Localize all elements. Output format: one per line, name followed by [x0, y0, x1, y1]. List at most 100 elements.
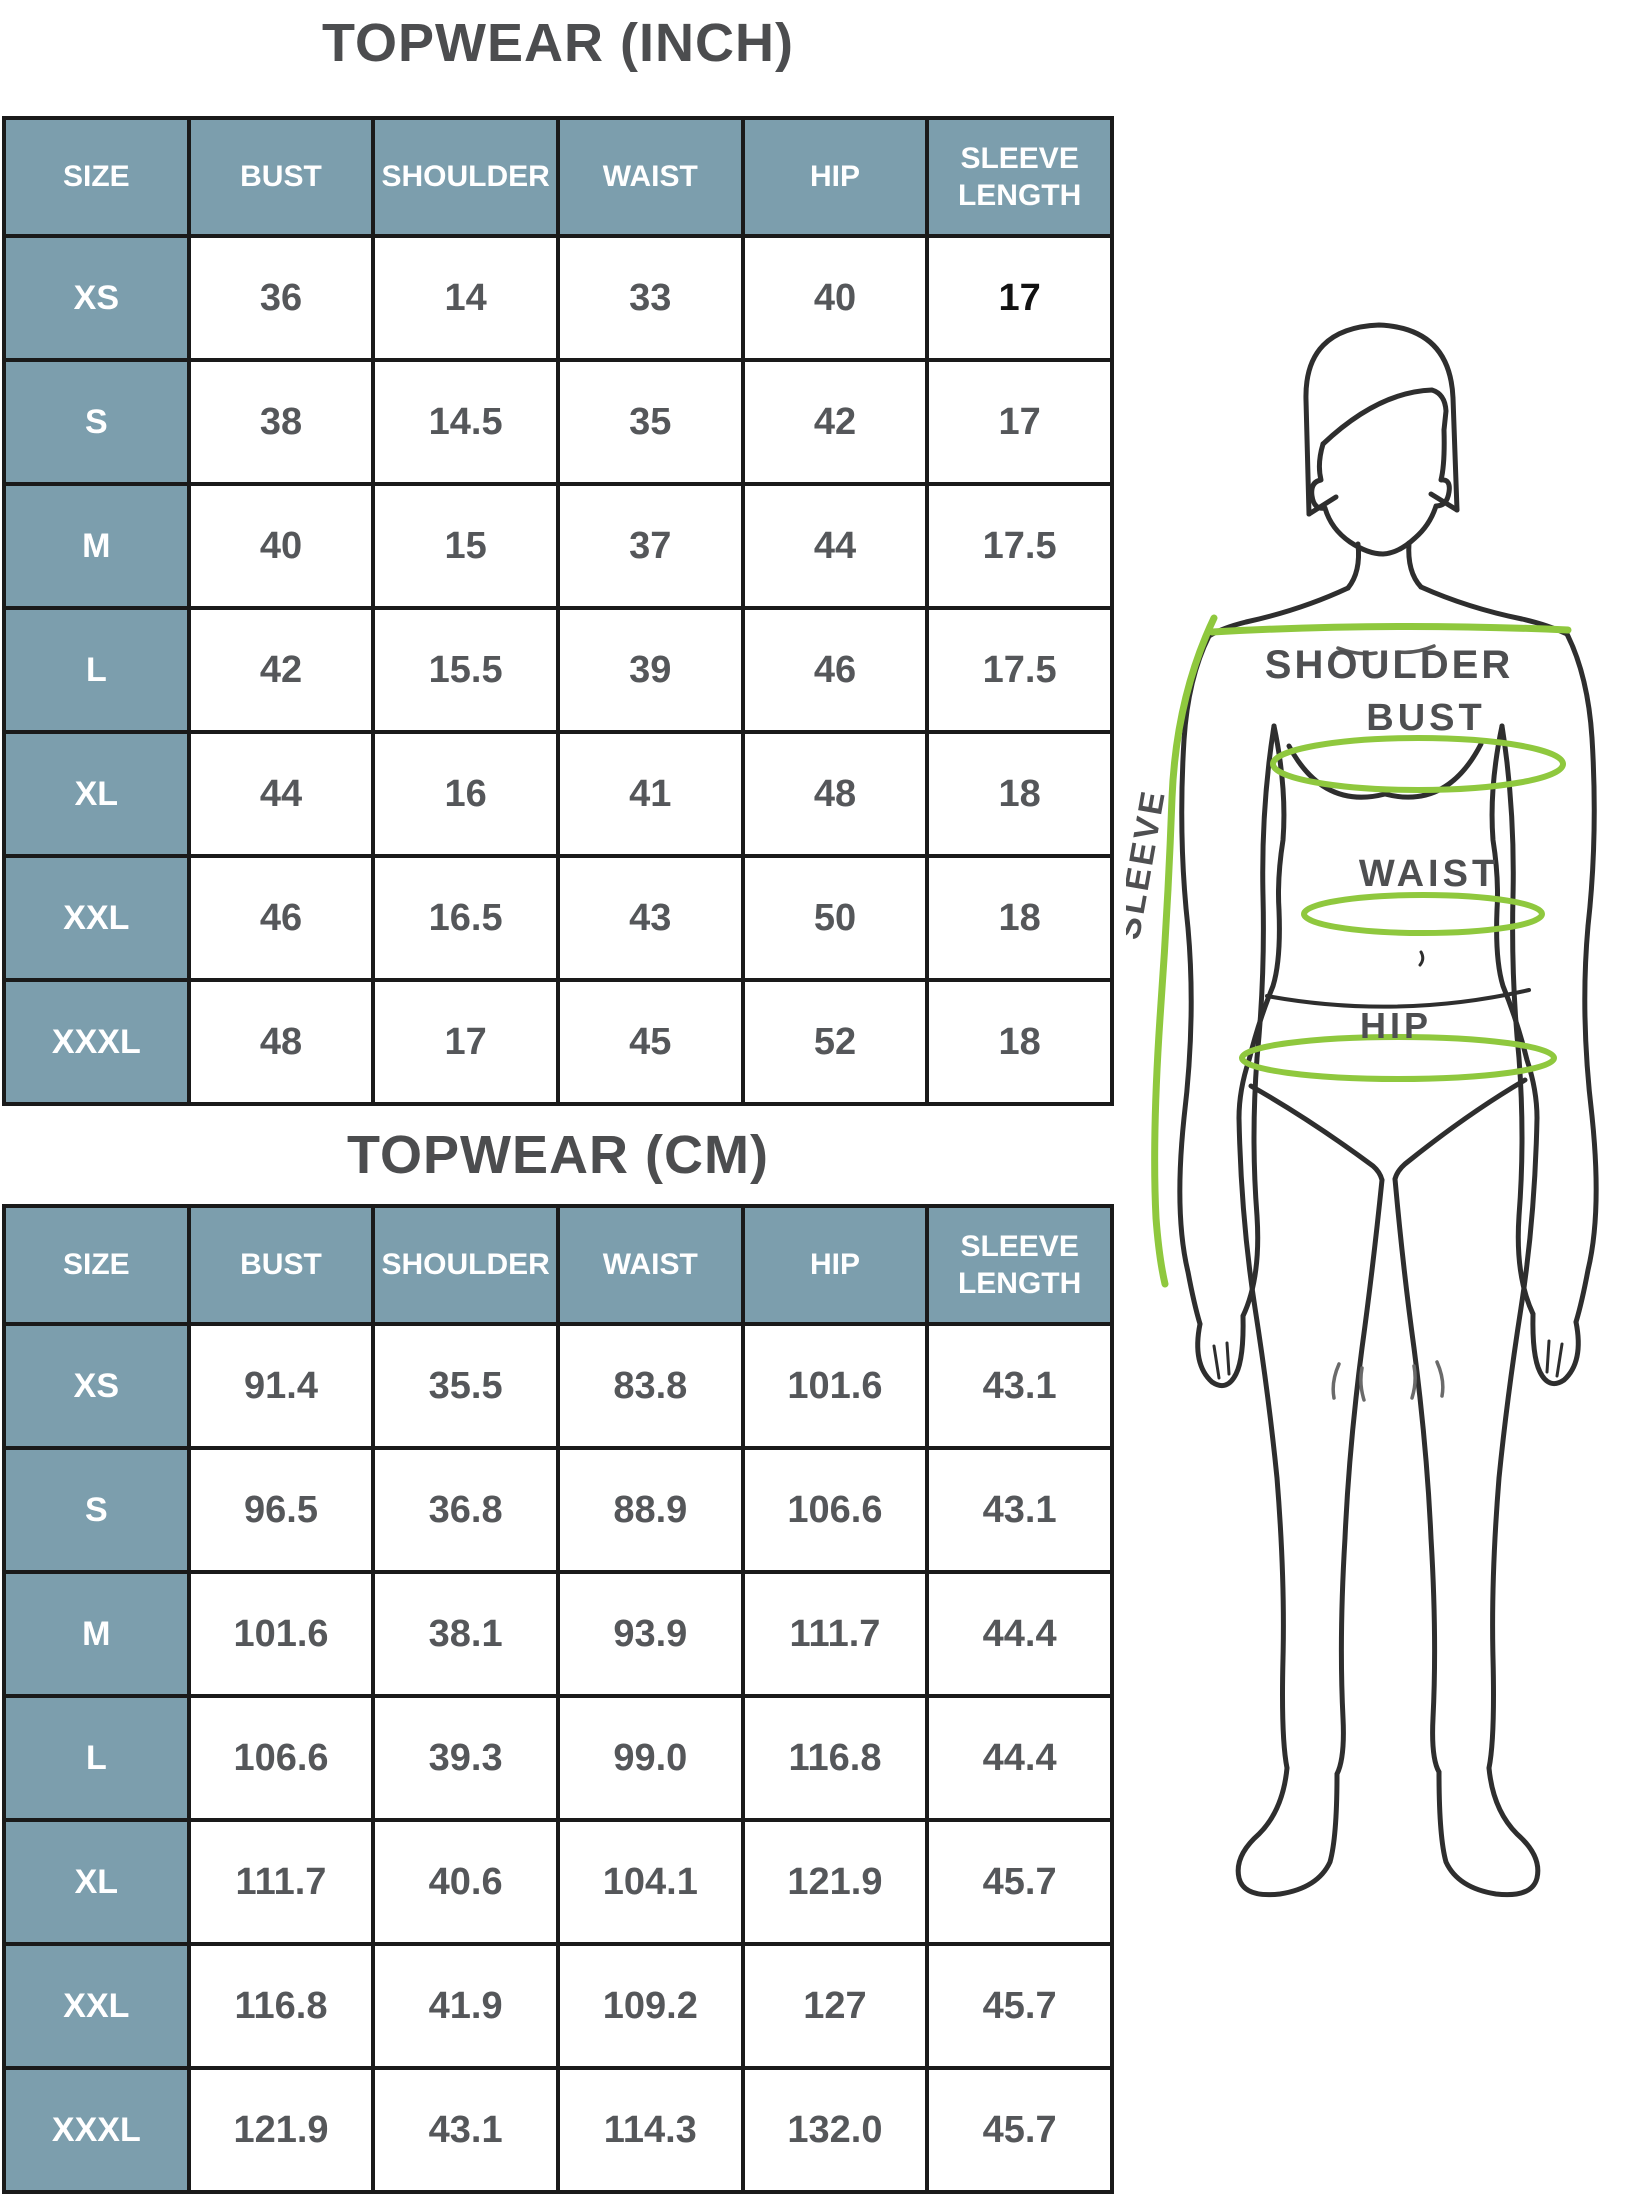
measurement-value: 111.7: [740, 1570, 930, 1698]
table-row: XXXL 48 17 45 52 18: [2, 978, 1114, 1106]
size-label: S: [2, 1446, 191, 1574]
size-label: L: [2, 1694, 191, 1822]
measurement-value: 50: [740, 854, 930, 982]
measurement-value: 111.7: [186, 1818, 376, 1946]
hand-right-finger-2: [1545, 1339, 1551, 1374]
column-header: SIZE: [2, 116, 191, 238]
measurement-value: 15.5: [371, 606, 560, 734]
waist-label: WAIST: [1359, 853, 1499, 895]
measurement-value: 116.8: [740, 1694, 930, 1822]
thigh-mark-left-1: [1331, 1362, 1341, 1400]
measurement-value: 41.9: [371, 1942, 560, 2070]
measurement-value: 16: [371, 730, 560, 858]
hand-right-finger-1: [1555, 1342, 1564, 1378]
neck-left: [1345, 541, 1361, 591]
size-label: XS: [2, 1322, 191, 1450]
measurement-value: 17: [371, 978, 560, 1106]
hip-label: HIP: [1360, 1005, 1432, 1046]
thigh-mark-right-2: [1410, 1364, 1417, 1400]
face-outline: [1309, 427, 1452, 557]
arm-right-outer: [1564, 631, 1599, 1325]
measurement-value: 14: [371, 234, 560, 362]
measurement-value: 106.6: [740, 1446, 930, 1574]
measurement-value: 132.0: [740, 2066, 930, 2194]
body-diagram-svg: SHOULDER BUST WAIST HIP SLEEVE: [1109, 322, 1599, 1898]
size-label: S: [2, 358, 191, 486]
measurement-value: 46: [740, 606, 930, 734]
measurement-value: 39.3: [371, 1694, 560, 1822]
measurement-value: 17.5: [925, 482, 1114, 610]
size-label: XL: [2, 1818, 191, 1946]
table-row: S 38 14.5 35 42 17: [2, 358, 1114, 486]
measurement-value: 88.9: [555, 1446, 745, 1574]
measurement-value: 16.5: [371, 854, 560, 982]
column-header: WAIST: [555, 1204, 745, 1326]
column-header: HIP: [740, 1204, 930, 1326]
leg-right-inner: [1392, 1176, 1442, 1775]
measurement-value: 121.9: [186, 2066, 376, 2194]
measurement-value: 101.6: [740, 1322, 930, 1450]
measurement-value: 106.6: [186, 1694, 376, 1822]
measurement-value: 40: [740, 234, 930, 362]
hand-left: [1195, 1313, 1246, 1389]
measurement-value: 52: [740, 978, 930, 1106]
table-title-inch: TOPWEAR (INCH): [322, 13, 794, 73]
hand-left-finger-1: [1212, 1344, 1221, 1380]
bust-measure-ellipse: [1270, 735, 1566, 793]
collarbone-right: [1396, 644, 1436, 655]
arm-right-inner: [1499, 723, 1536, 1317]
size-label: XXL: [2, 854, 191, 982]
bust-label: BUST: [1366, 697, 1485, 739]
measurement-value: 18: [925, 978, 1114, 1106]
table-row: XS 36 14 33 40 17: [2, 234, 1114, 362]
measurement-value: 33: [555, 234, 745, 362]
panty-line-right: [1392, 1077, 1528, 1182]
body-outline: [1177, 322, 1599, 1898]
hip-measure-ellipse: [1239, 1034, 1557, 1082]
hair-tip-left: [1306, 494, 1339, 517]
size-label: XXXL: [2, 2066, 191, 2194]
measurement-value: 36.8: [371, 1446, 560, 1574]
measurement-value: 43: [555, 854, 745, 982]
measurement-value: 39: [555, 606, 745, 734]
table-row: L 106.6 39.3 99.0 116.8 44.4: [2, 1694, 1114, 1822]
size-label: XS: [2, 234, 191, 362]
table-row: L 42 15.5 39 46 17.5: [2, 606, 1114, 734]
leg-left-inner: [1334, 1177, 1385, 1777]
measurement-value: 43.1: [371, 2066, 560, 2194]
header-row: SIZE BUST SHOULDER WAIST HIP SLEEVE LENGTH: [2, 116, 1114, 238]
measurement-value: 121.9: [740, 1818, 930, 1946]
measurement-value: 99.0: [555, 1694, 745, 1822]
header-row: SIZE BUST SHOULDER WAIST HIP SLEEVE LENGTH: [2, 1204, 1114, 1326]
column-header: SHOULDER: [371, 1204, 560, 1326]
size-label: M: [2, 482, 191, 610]
column-header: SHOULDER: [371, 116, 560, 238]
sleeve-measure-line: [1151, 614, 1218, 1288]
measurement-value: 48: [186, 978, 376, 1106]
measurement-value: 35: [555, 358, 745, 486]
table-row: XL 44 16 41 48 18: [2, 730, 1114, 858]
shoulder-label: SHOULDER: [1265, 643, 1513, 687]
size-label: M: [2, 1570, 191, 1698]
hand-right: [1530, 1311, 1581, 1387]
leg-left-outer: [1236, 1115, 1290, 1771]
table-row: XXL 116.8 41.9 109.2 127 45.7: [2, 1942, 1114, 2070]
table-row: S 96.5 36.8 88.9 106.6 43.1: [2, 1446, 1114, 1574]
measurement-value: 93.9: [555, 1570, 745, 1698]
measurement-value: 42: [186, 606, 376, 734]
measurement-value: 18: [925, 730, 1114, 858]
table-row: XL 111.7 40.6 104.1 121.9 45.7: [2, 1818, 1114, 1946]
column-header: BUST: [186, 116, 376, 238]
measurement-value: 91.4: [186, 1322, 376, 1450]
measurement-value: 45.7: [925, 1942, 1114, 2070]
measurement-marks: [1151, 614, 1572, 1288]
hand-left-finger-2: [1225, 1341, 1231, 1376]
abdomen-line: [1265, 988, 1531, 1009]
measurement-value: 114.3: [555, 2066, 745, 2194]
measurement-value: 116.8: [186, 1942, 376, 2070]
measurement-value: 45.7: [925, 1818, 1114, 1946]
measurement-value: 37: [555, 482, 745, 610]
table-row: M 101.6 38.1 93.9 111.7 44.4: [2, 1570, 1114, 1698]
measurement-value: 45: [555, 978, 745, 1106]
